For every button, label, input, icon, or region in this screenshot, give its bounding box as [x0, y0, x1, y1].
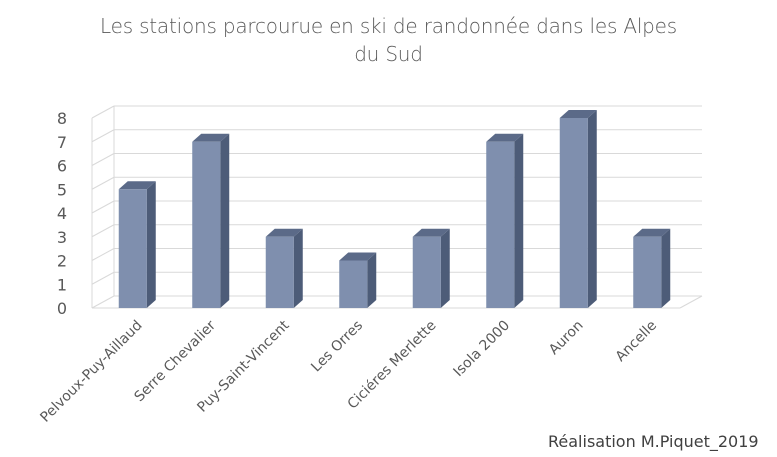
- x-tick-label: Pelvoux-Puy-Aillaud: [37, 318, 145, 426]
- y-tick-label: 8: [57, 109, 67, 128]
- y-tick-label: 1: [57, 275, 67, 294]
- bar: [192, 141, 221, 308]
- y-tick-label: 3: [57, 228, 67, 247]
- bar: [486, 141, 515, 308]
- gridline-side: [91, 224, 115, 238]
- chart-title-line1: Les stations parcourue en ski de randonn…: [100, 14, 677, 38]
- bar-side: [367, 252, 377, 308]
- bar-side: [293, 228, 303, 308]
- y-tick-label: 4: [57, 204, 67, 223]
- floor-right-edge: [679, 295, 703, 309]
- bar-side: [587, 110, 597, 308]
- x-tick-label: Ancelle: [613, 318, 660, 365]
- bar-top: [265, 228, 303, 237]
- bar-top: [339, 252, 377, 261]
- credit-text: Réalisation M.Piquet_2019: [548, 432, 759, 451]
- y-tick-label: 6: [57, 157, 67, 176]
- bar: [265, 236, 294, 308]
- chart-title-line2: du Sud: [354, 42, 423, 66]
- bar-top: [192, 133, 230, 142]
- bar-side: [220, 133, 230, 308]
- bar: [118, 189, 147, 308]
- gridline-side: [91, 129, 115, 143]
- y-tick-label: 5: [57, 180, 67, 199]
- bar-top: [486, 133, 524, 142]
- bar-side: [146, 181, 156, 308]
- bar-top: [118, 181, 156, 190]
- bar: [633, 236, 662, 308]
- gridline-side: [91, 176, 115, 190]
- bar-top: [559, 110, 597, 118]
- gridline-side: [91, 200, 115, 214]
- x-tick-label: Isola 2000: [450, 318, 513, 381]
- bar-top: [412, 228, 450, 237]
- y-tick-label: 0: [57, 299, 67, 318]
- bar-side: [661, 228, 671, 308]
- y-tick-label: 2: [57, 252, 67, 271]
- y-tick-label: 7: [57, 133, 67, 152]
- bar-side: [440, 228, 450, 308]
- gridline-side: [91, 248, 115, 261]
- bar: [339, 260, 368, 308]
- bar-side: [514, 133, 524, 308]
- bar-top: [633, 228, 671, 237]
- gridline-side: [91, 153, 115, 166]
- bar: [559, 118, 588, 308]
- x-tick-label: Les Orres: [308, 318, 366, 376]
- gridline-side: [91, 271, 115, 285]
- gridline-side: [91, 295, 115, 309]
- x-tick-label: Auron: [546, 318, 587, 359]
- bar: [412, 236, 441, 308]
- gridline-side: [91, 105, 115, 119]
